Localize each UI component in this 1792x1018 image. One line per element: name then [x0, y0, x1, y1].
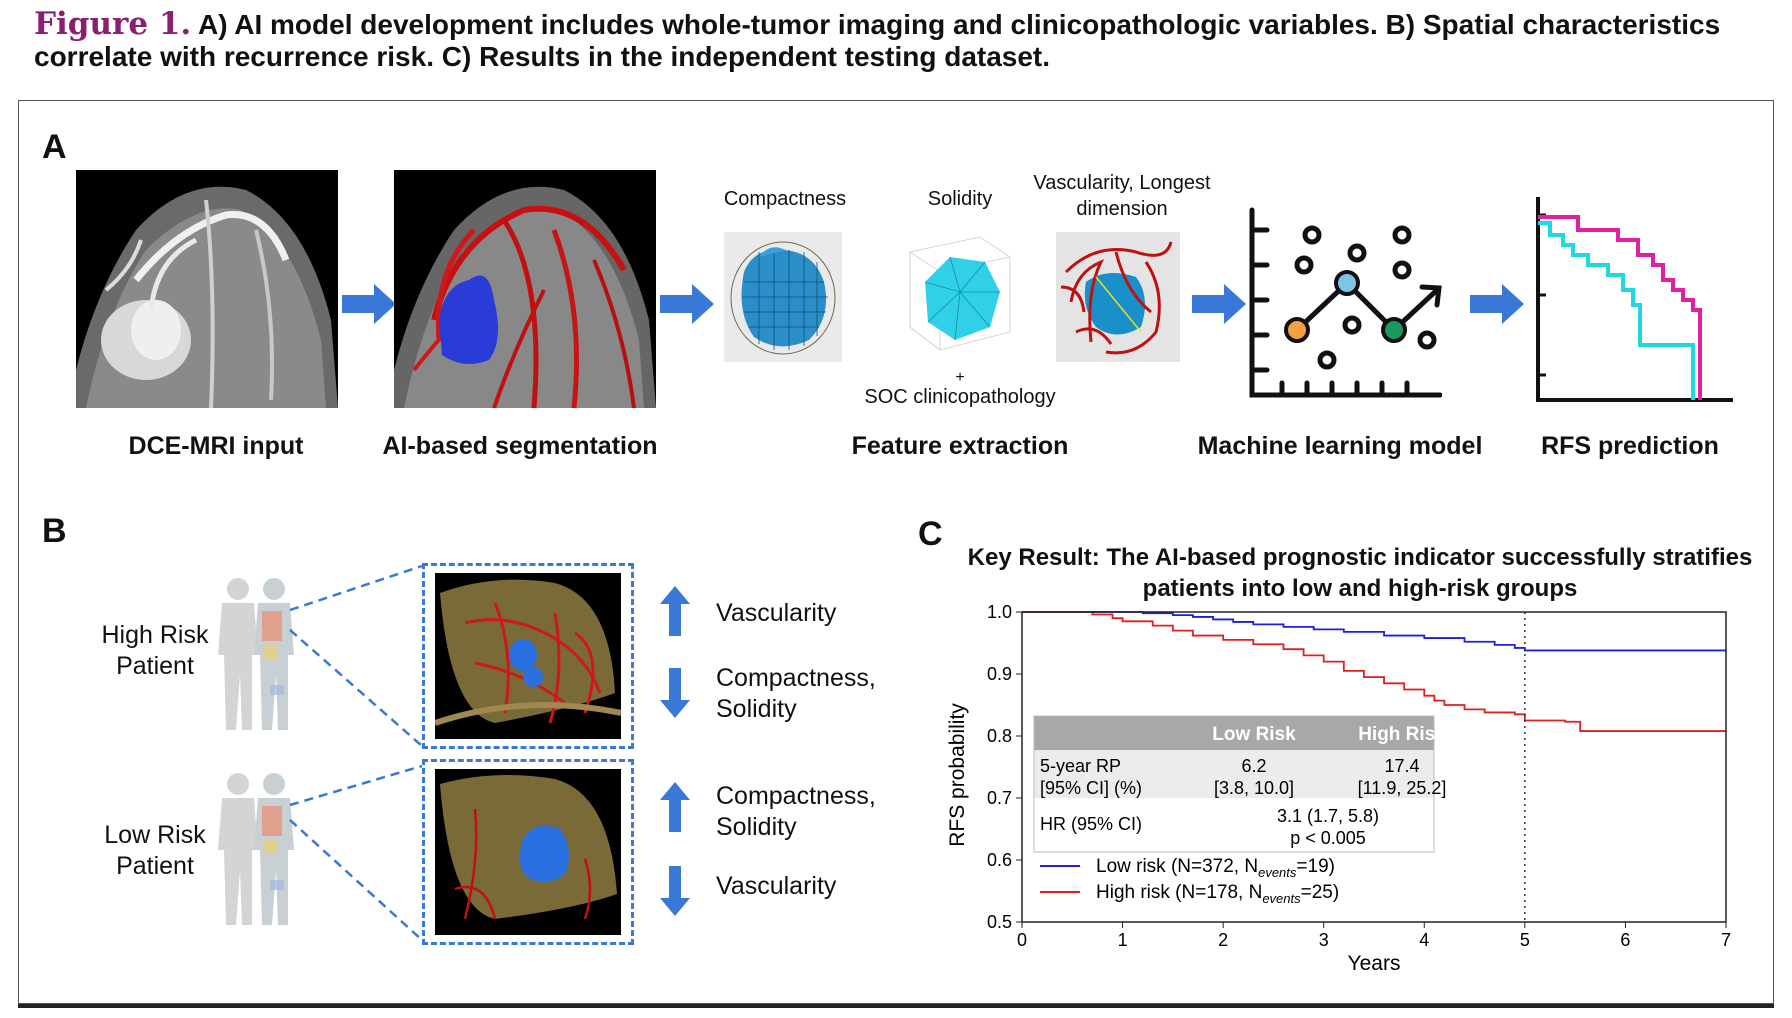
- bottom-rule: [18, 1004, 1774, 1008]
- figure-caption: Figure 1. A) AI model development includ…: [34, 8, 1754, 73]
- legend-high-text: High risk (N=178, Nevents=25): [1096, 882, 1339, 906]
- feature-compactness-label: Compactness: [723, 188, 847, 210]
- segmentation-image: [394, 170, 656, 408]
- caption-text: A) AI model development includes whole-t…: [34, 9, 1721, 72]
- x-tick-label: 7: [1721, 930, 1731, 950]
- x-tick-label: 3: [1319, 930, 1329, 950]
- low-down-text: Vascularity: [716, 872, 837, 900]
- figure-frame: [18, 100, 1774, 1004]
- table-row2-value: 3.1 (1.7, 5.8): [1277, 806, 1379, 826]
- y-tick-label: 1.0: [987, 602, 1012, 622]
- panel-a-label: A: [42, 128, 67, 166]
- km-survival-chart: RFS probability Years 0 1 2 3 4 5 6 7 0.5 0.6 0.7 0…: [946, 602, 1731, 975]
- compactness-sphere-icon: [724, 232, 842, 362]
- arrow-down-icon: [660, 668, 690, 718]
- table-row1-high: 17.4: [1384, 756, 1419, 776]
- y-tick-label: 0.8: [987, 726, 1012, 746]
- patient-body-icon: [218, 578, 294, 730]
- arrow-up-icon: [660, 586, 690, 636]
- feature-vascularity-label: Vascularity, Longest dimension: [1033, 172, 1211, 220]
- x-tick-label: 6: [1620, 930, 1630, 950]
- y-axis-label: RFS probability: [946, 703, 969, 847]
- step-label-mri: DCE-MRI input: [128, 432, 304, 460]
- x-tick-label: 4: [1419, 930, 1429, 950]
- x-tick-label: 5: [1520, 930, 1530, 950]
- arrow-down-icon: [660, 866, 690, 916]
- low-risk-label: Low Risk Patient: [104, 821, 206, 880]
- low-up-text: Compactness, Solidity: [716, 782, 876, 841]
- table-header-low: Low Risk: [1212, 724, 1296, 745]
- feature-solidity-label: Solidity: [927, 188, 993, 210]
- solidity-hull-icon: [909, 236, 1011, 351]
- panel-c-label: C: [918, 515, 943, 553]
- plot-frame: [1021, 611, 1727, 923]
- arrow-right-icon: [342, 284, 396, 324]
- figure-label: Figure 1.: [34, 6, 192, 42]
- high-risk-label: High Risk Patient: [101, 621, 209, 680]
- rfs-prediction-icon: [1536, 197, 1733, 402]
- table-row2-label: HR (95% CI): [1040, 814, 1142, 834]
- table-row1-low-ci: [3.8, 10.0]: [1214, 778, 1294, 798]
- patient-body-icon: [218, 773, 294, 925]
- table-row1-high-ci: [11.9, 25.2]: [1358, 778, 1447, 798]
- step-label-ml: Machine learning model: [1197, 432, 1483, 460]
- y-tick-label: 0.6: [987, 850, 1012, 870]
- step-label-features: Feature extraction: [851, 432, 1069, 460]
- risk-table: Low Risk High Risk 5-year RP [95% CI] (%…: [1033, 715, 1447, 853]
- high-down-text: Compactness, Solidity: [716, 664, 876, 723]
- table-row1-low: 6.2: [1241, 756, 1266, 776]
- x-tick-label: 2: [1218, 930, 1228, 950]
- panel-b-label: B: [42, 512, 67, 550]
- step-label-segmentation: AI-based segmentation: [382, 432, 658, 460]
- zoom-connector-lines: [289, 564, 423, 941]
- arrow-right-icon: [1470, 284, 1524, 324]
- low-risk-zoom-box: [422, 759, 634, 945]
- chart-title: Key Result: The AI-based prognostic indi…: [967, 544, 1753, 602]
- vascularity-feature-icon: [1056, 232, 1180, 362]
- y-tick-label: 0.5: [987, 912, 1012, 932]
- arrow-right-icon: [660, 284, 714, 324]
- series-line-high-risk: [1022, 611, 1726, 732]
- x-tick-label: 0: [1017, 930, 1027, 950]
- chart-legend: Low risk (N=372, Nevents=19) High risk (…: [1040, 856, 1339, 906]
- y-tick-label: 0.9: [987, 664, 1012, 684]
- high-risk-zoom-box: [422, 563, 634, 749]
- soc-label: SOC clinicopathology: [864, 386, 1056, 408]
- x-axis-label: Years: [1348, 952, 1401, 975]
- x-tick-label: 1: [1118, 930, 1128, 950]
- high-up-text: Vascularity: [716, 599, 837, 627]
- table-row1-label-2: [95% CI] (%): [1040, 778, 1142, 798]
- plus-sign: +: [955, 369, 965, 386]
- ml-model-icon: [1249, 207, 1442, 398]
- legend-low-text: Low risk (N=372, Nevents=19): [1096, 856, 1335, 880]
- series-line-low-risk: [1022, 611, 1726, 652]
- arrow-right-icon: [1192, 284, 1246, 324]
- arrow-up-icon: [660, 782, 690, 832]
- step-label-rfs: RFS prediction: [1541, 432, 1719, 460]
- table-header-high: High Risk: [1358, 724, 1446, 745]
- mri-input-image: [76, 170, 338, 408]
- table-row2-p: p < 0.005: [1290, 828, 1366, 848]
- y-tick-label: 0.7: [987, 788, 1012, 808]
- table-row1-label-1: 5-year RP: [1040, 756, 1121, 776]
